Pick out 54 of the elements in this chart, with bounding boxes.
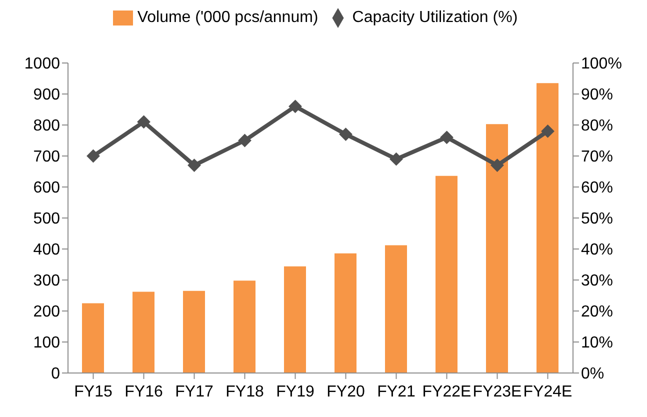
bar: [132, 292, 154, 373]
bar: [183, 290, 205, 373]
x-tick-label: FY22E: [422, 383, 472, 400]
bar: [284, 266, 306, 373]
point: [288, 100, 302, 113]
x-tick-label: FY21: [377, 383, 416, 400]
y-tick-label: 600: [33, 180, 60, 197]
point: [440, 130, 454, 144]
point: [490, 158, 504, 172]
x-tick-label: FY20: [326, 383, 365, 400]
y2-tick-label: 100%: [581, 56, 622, 73]
bar: [334, 253, 356, 373]
y-tick-label: 800: [33, 118, 60, 135]
point: [137, 115, 150, 128]
point: [86, 150, 100, 162]
x-tick-label: FY23E: [472, 383, 522, 400]
y2-tick-label: 80%: [581, 118, 614, 135]
x-tick-label: FY18: [226, 383, 264, 400]
y-tick-label: 400: [33, 242, 60, 259]
x-tick-label: FY17: [175, 383, 214, 400]
point: [339, 128, 352, 141]
bar: [486, 124, 508, 373]
y-tick-label: 500: [33, 210, 60, 228]
x-tick-label: FY19: [276, 383, 314, 400]
y2-tick-label: 10%: [581, 334, 614, 352]
bar: [385, 245, 407, 373]
y-tick-label: 1000: [24, 56, 60, 73]
y2-tick-label: 60%: [581, 180, 614, 197]
x-tick-label: FY15: [74, 383, 112, 400]
point: [541, 124, 554, 138]
bar: [436, 176, 458, 373]
y-tick-label: 700: [33, 148, 60, 166]
x-tick-label: FY16: [124, 383, 163, 400]
y2-tick-label: 30%: [581, 272, 614, 290]
bar: [234, 280, 256, 373]
y-tick-label: 200: [33, 304, 60, 321]
bar: [536, 83, 558, 373]
y2-tick-label: 40%: [581, 242, 614, 259]
y-tick-label: 0: [51, 366, 60, 383]
y2-tick-label: 90%: [581, 86, 614, 104]
point: [390, 152, 403, 166]
legend-label: Capacity Utilization (%): [352, 9, 518, 26]
y-tick-label: 100: [33, 334, 60, 352]
x-tick-label: FY24E: [523, 383, 572, 400]
point: [238, 134, 252, 147]
y2-tick-label: 20%: [581, 304, 614, 321]
y2-tick-label: 70%: [581, 148, 614, 166]
y2-tick-label: 50%: [581, 210, 614, 228]
point: [188, 158, 201, 172]
y2-tick-label: 0%: [581, 366, 604, 383]
y-tick-label: 300: [33, 272, 60, 290]
y-tick-label: 900: [33, 86, 60, 104]
bar: [82, 303, 104, 373]
legend-label: Volume ('000 pcs/annum): [137, 9, 318, 26]
